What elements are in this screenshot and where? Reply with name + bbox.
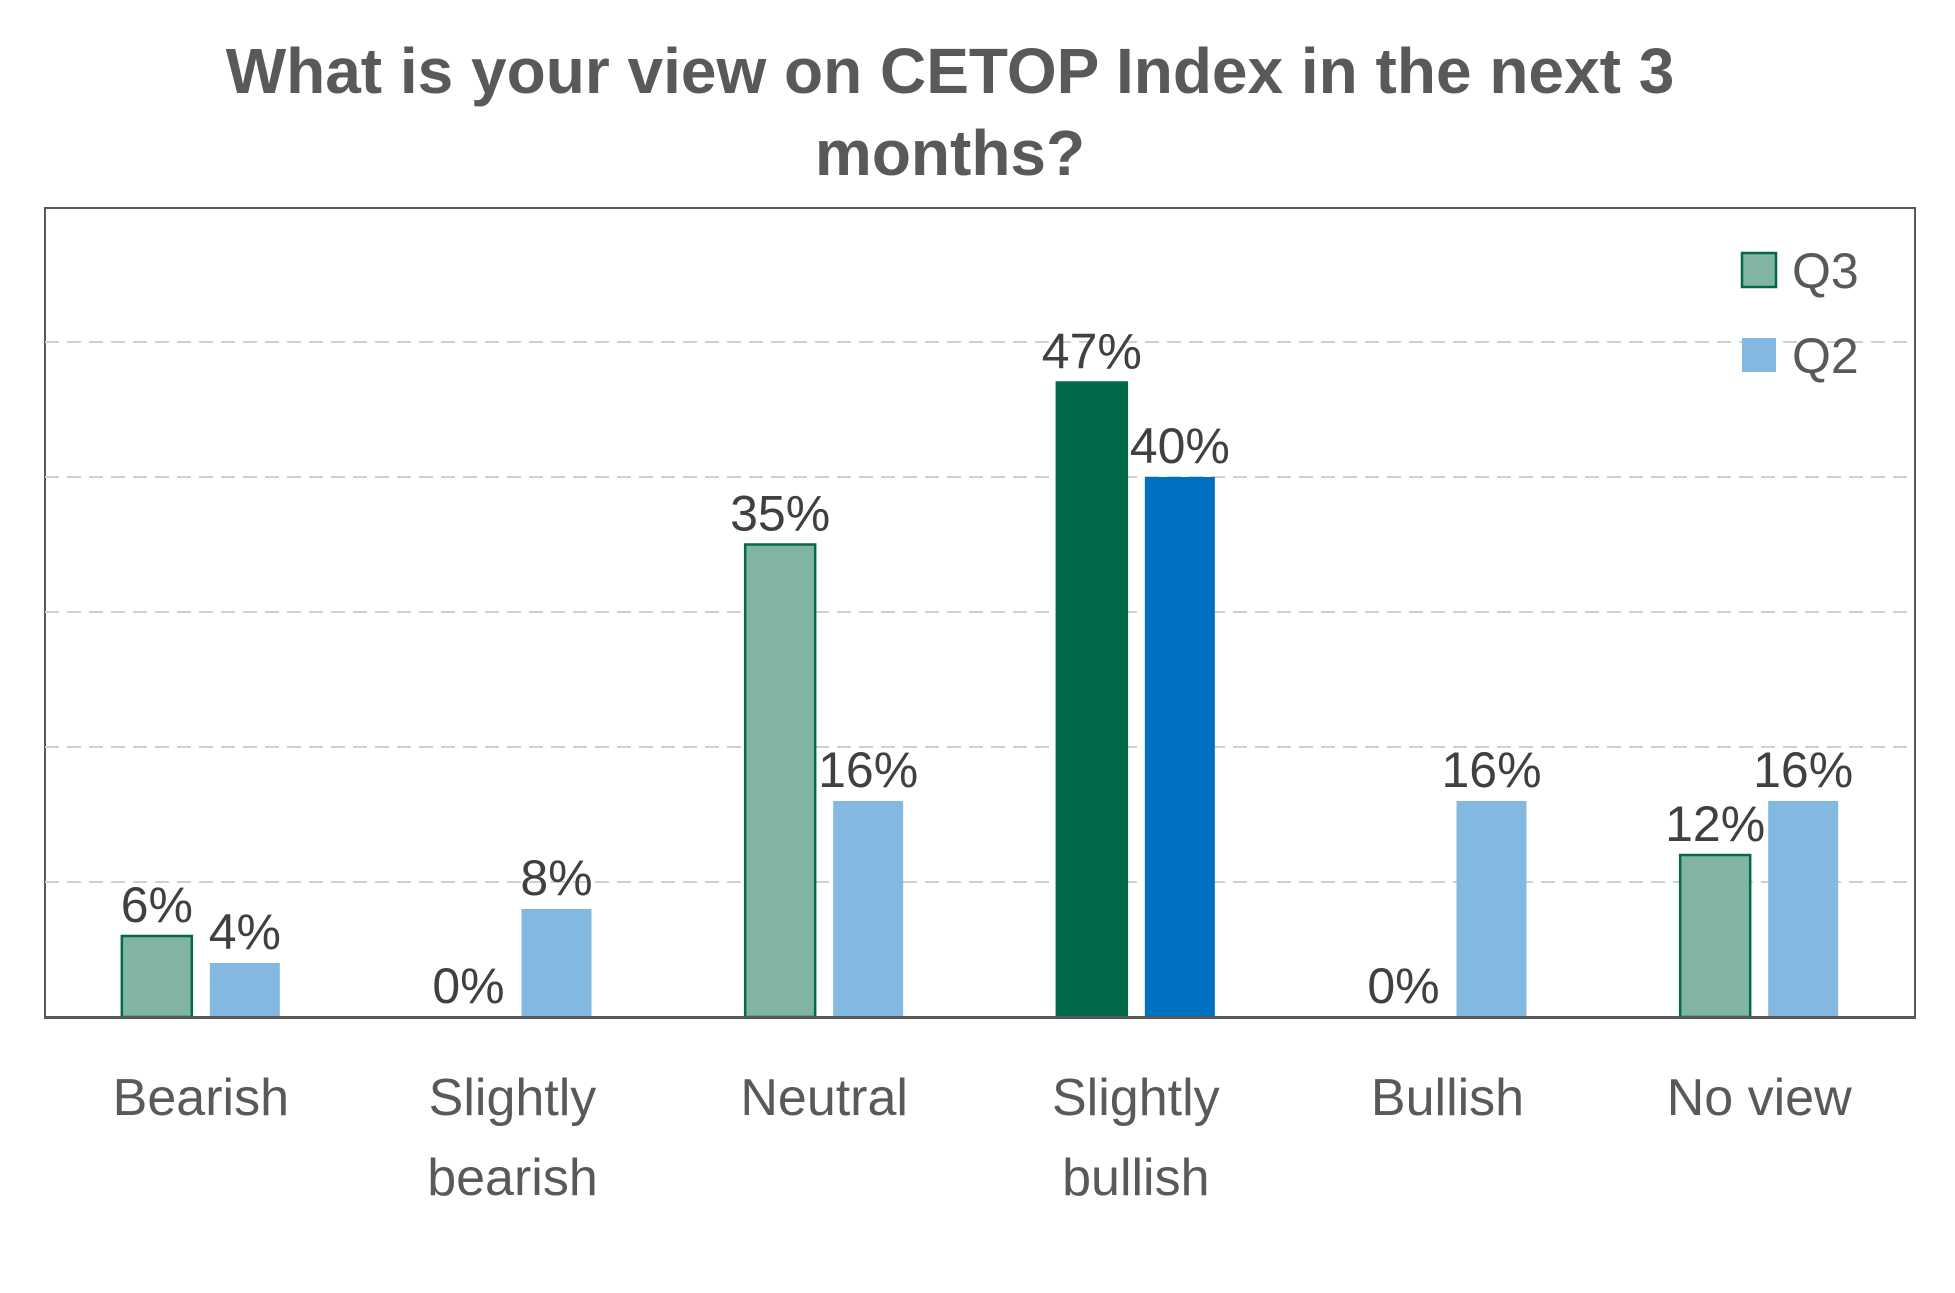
category-label: Bearish	[113, 1069, 289, 1127]
data-label: 12%	[1665, 796, 1765, 852]
bar-q3-neutral	[743, 543, 817, 1019]
category-label-line: Bullish	[1371, 1069, 1524, 1127]
bar-q2-bullish	[1456, 801, 1527, 1017]
category-label: No view	[1667, 1069, 1852, 1127]
data-label: 16%	[1441, 742, 1541, 798]
category-label: Slightly bearish	[427, 1069, 598, 1207]
data-label: 8%	[520, 850, 592, 906]
bar-q3-bearish	[120, 934, 194, 1019]
bar-q3-no-view	[1678, 853, 1752, 1019]
legend-swatch-q3	[1740, 251, 1778, 289]
gridlines	[45, 341, 1915, 883]
category-label-line: Slightly	[429, 1069, 597, 1127]
data-label: 35%	[730, 486, 830, 542]
legend-label-q3: Q3	[1792, 243, 1859, 299]
data-label: 40%	[1130, 418, 1230, 474]
bar-q2-slightly-bullish	[1144, 477, 1215, 1017]
category-label: Slightly bullish	[1052, 1069, 1220, 1207]
data-label: 0%	[1367, 958, 1439, 1014]
bar-q2-bearish	[209, 963, 280, 1017]
category-label-line: Slightly	[1052, 1069, 1220, 1127]
category-label: Bullish	[1371, 1069, 1524, 1127]
data-label: 16%	[818, 742, 918, 798]
chart-title: What is your view on CETOP Index in the …	[225, 35, 1675, 189]
legend: Q3 Q2	[1740, 243, 1859, 384]
data-labels: 6% 4%0%8%35%16%47%40%0%16%12%16%	[121, 324, 1854, 1015]
bar-q2-slightly-bearish	[521, 909, 592, 1017]
category-label-line: Neutral	[740, 1069, 908, 1127]
category-labels: Bearish Slightly bearish Neutral Slightly bul…	[113, 1069, 1852, 1207]
bar-q3-slightly-bullish	[1055, 381, 1129, 1019]
data-label: 4%	[209, 904, 281, 960]
bars	[120, 381, 1839, 1019]
data-label: 0%	[432, 958, 504, 1014]
category-label-line: bearish	[427, 1149, 598, 1207]
legend-label-q2: Q2	[1792, 328, 1859, 384]
data-label: 47%	[1042, 324, 1142, 380]
category-label-line: bullish	[1062, 1149, 1209, 1207]
bar-q2-neutral	[833, 801, 904, 1017]
category-label-line: Bearish	[113, 1069, 289, 1127]
bar-q2-no-view	[1768, 801, 1839, 1017]
category-label: Neutral	[740, 1069, 908, 1127]
legend-swatch-q2	[1742, 338, 1776, 372]
category-label-line: No view	[1667, 1069, 1852, 1127]
data-label: 16%	[1753, 742, 1853, 798]
data-label: 6%	[121, 877, 193, 933]
